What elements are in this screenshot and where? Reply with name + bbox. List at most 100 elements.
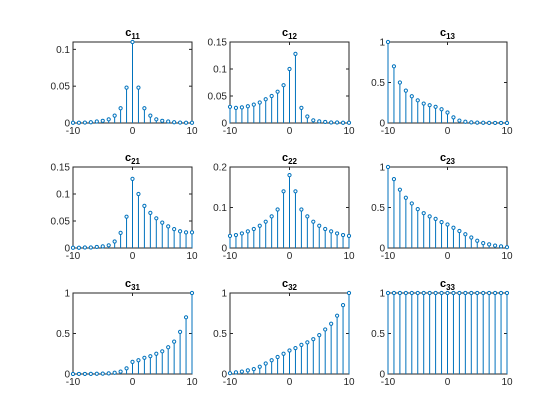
y-tick-label: 0.5 — [213, 329, 227, 340]
subplot-title-subscript: 22 — [288, 157, 297, 166]
stem-marker — [142, 203, 147, 208]
y-tick-label: 0.15 — [51, 163, 71, 174]
stem-marker — [106, 117, 111, 122]
stem-marker — [227, 104, 233, 109]
x-tick-label: 10 — [343, 377, 355, 388]
stem-marker — [311, 337, 316, 342]
stem-marker — [433, 216, 438, 221]
y-tick-label: 0.5 — [371, 203, 385, 214]
stem-marker — [475, 238, 480, 243]
stem-marker — [439, 219, 444, 225]
stem-marker — [305, 114, 310, 119]
stem-marker — [172, 120, 177, 125]
subplot-title-subscript: 32 — [288, 283, 297, 292]
x-tick-label: -10 — [223, 126, 238, 137]
stem-marker — [130, 39, 135, 45]
stem-marker — [189, 290, 195, 296]
stem-marker — [178, 120, 183, 125]
stem-marker — [76, 120, 82, 125]
stem-marker — [481, 290, 486, 296]
subplot-title-subscript: 11 — [131, 32, 140, 41]
x-tick-label: -10 — [223, 251, 238, 262]
subplot-title-base: c — [282, 152, 288, 164]
stem-marker — [340, 303, 346, 308]
axes-box — [387, 41, 508, 124]
subplot-title-subscript: 12 — [288, 32, 297, 41]
stem-marker — [493, 290, 498, 296]
stem-marker — [457, 290, 462, 296]
stem-marker — [427, 103, 432, 108]
subplot-title-subscript: 23 — [446, 157, 455, 166]
y-tick-label: 0.5 — [371, 329, 385, 340]
stem-marker — [269, 358, 274, 363]
stem-marker — [409, 94, 414, 99]
y-tick-label: 0.05 — [51, 82, 71, 93]
stem-marker — [100, 371, 105, 376]
stem-marker — [481, 120, 486, 125]
stem-marker — [487, 120, 492, 125]
stem-marker — [335, 120, 340, 125]
stem-marker — [233, 370, 239, 375]
stem-marker — [445, 222, 450, 227]
subplot-title: c23 — [440, 152, 456, 166]
stem-marker — [299, 342, 304, 347]
stem-marker — [88, 245, 93, 250]
stem-marker — [70, 120, 76, 125]
stem-marker — [421, 290, 426, 296]
subplot-title-subscript: 33 — [446, 283, 455, 292]
stem-marker — [323, 327, 328, 332]
subplot-title: c12 — [282, 27, 298, 41]
subplot-title-base: c — [440, 27, 446, 39]
subplot-title-base: c — [440, 152, 446, 164]
y-tick-label: 0.05 — [51, 217, 71, 228]
stem-marker — [70, 245, 76, 250]
stem-marker — [189, 230, 195, 235]
x-tick-label: 10 — [343, 251, 355, 262]
stem-marker — [124, 366, 129, 371]
stem-marker — [391, 177, 397, 182]
stem-marker — [287, 348, 292, 353]
stem-marker — [124, 214, 129, 219]
stem-marker — [317, 333, 322, 338]
stem-marker — [178, 329, 183, 334]
stem-marker — [433, 104, 438, 109]
stem-marker — [124, 85, 129, 90]
x-tick-label: 10 — [343, 126, 355, 137]
stem-marker — [257, 223, 262, 228]
y-tick-label: 1 — [379, 38, 385, 49]
stem-marker — [281, 189, 286, 194]
stem-marker — [82, 120, 88, 125]
stem-marker — [317, 223, 322, 228]
stem-marker — [403, 290, 408, 296]
stem-marker — [118, 230, 123, 235]
stem-marker — [160, 118, 165, 123]
stem-marker — [178, 229, 183, 234]
stem-marker — [329, 229, 334, 234]
stem-marker — [445, 290, 450, 296]
y-tick-label: 0.05 — [208, 92, 228, 103]
x-tick-label: 0 — [287, 126, 293, 137]
stem-marker — [463, 232, 468, 237]
x-tick-label: -10 — [381, 126, 396, 137]
stem-marker — [281, 351, 286, 356]
stem-marker — [76, 245, 82, 250]
stem-marker — [130, 176, 135, 181]
stem-marker — [136, 85, 141, 90]
stem-marker — [154, 117, 159, 122]
stem-marker — [118, 369, 123, 374]
y-tick-label: 0.15 — [208, 38, 228, 49]
y-tick-label: 0.5 — [56, 329, 70, 340]
x-tick-label: 0 — [445, 377, 451, 388]
stem-marker — [451, 115, 456, 120]
stem-marker — [166, 119, 171, 124]
stem-marker — [481, 241, 486, 246]
stem-marker — [498, 120, 504, 126]
stem-marker — [439, 290, 444, 296]
stem-marker — [160, 220, 165, 225]
subplot-title-base: c — [125, 152, 131, 164]
stem-marker — [112, 239, 117, 244]
stem-marker — [275, 207, 280, 212]
subplot-title-base: c — [125, 278, 131, 290]
